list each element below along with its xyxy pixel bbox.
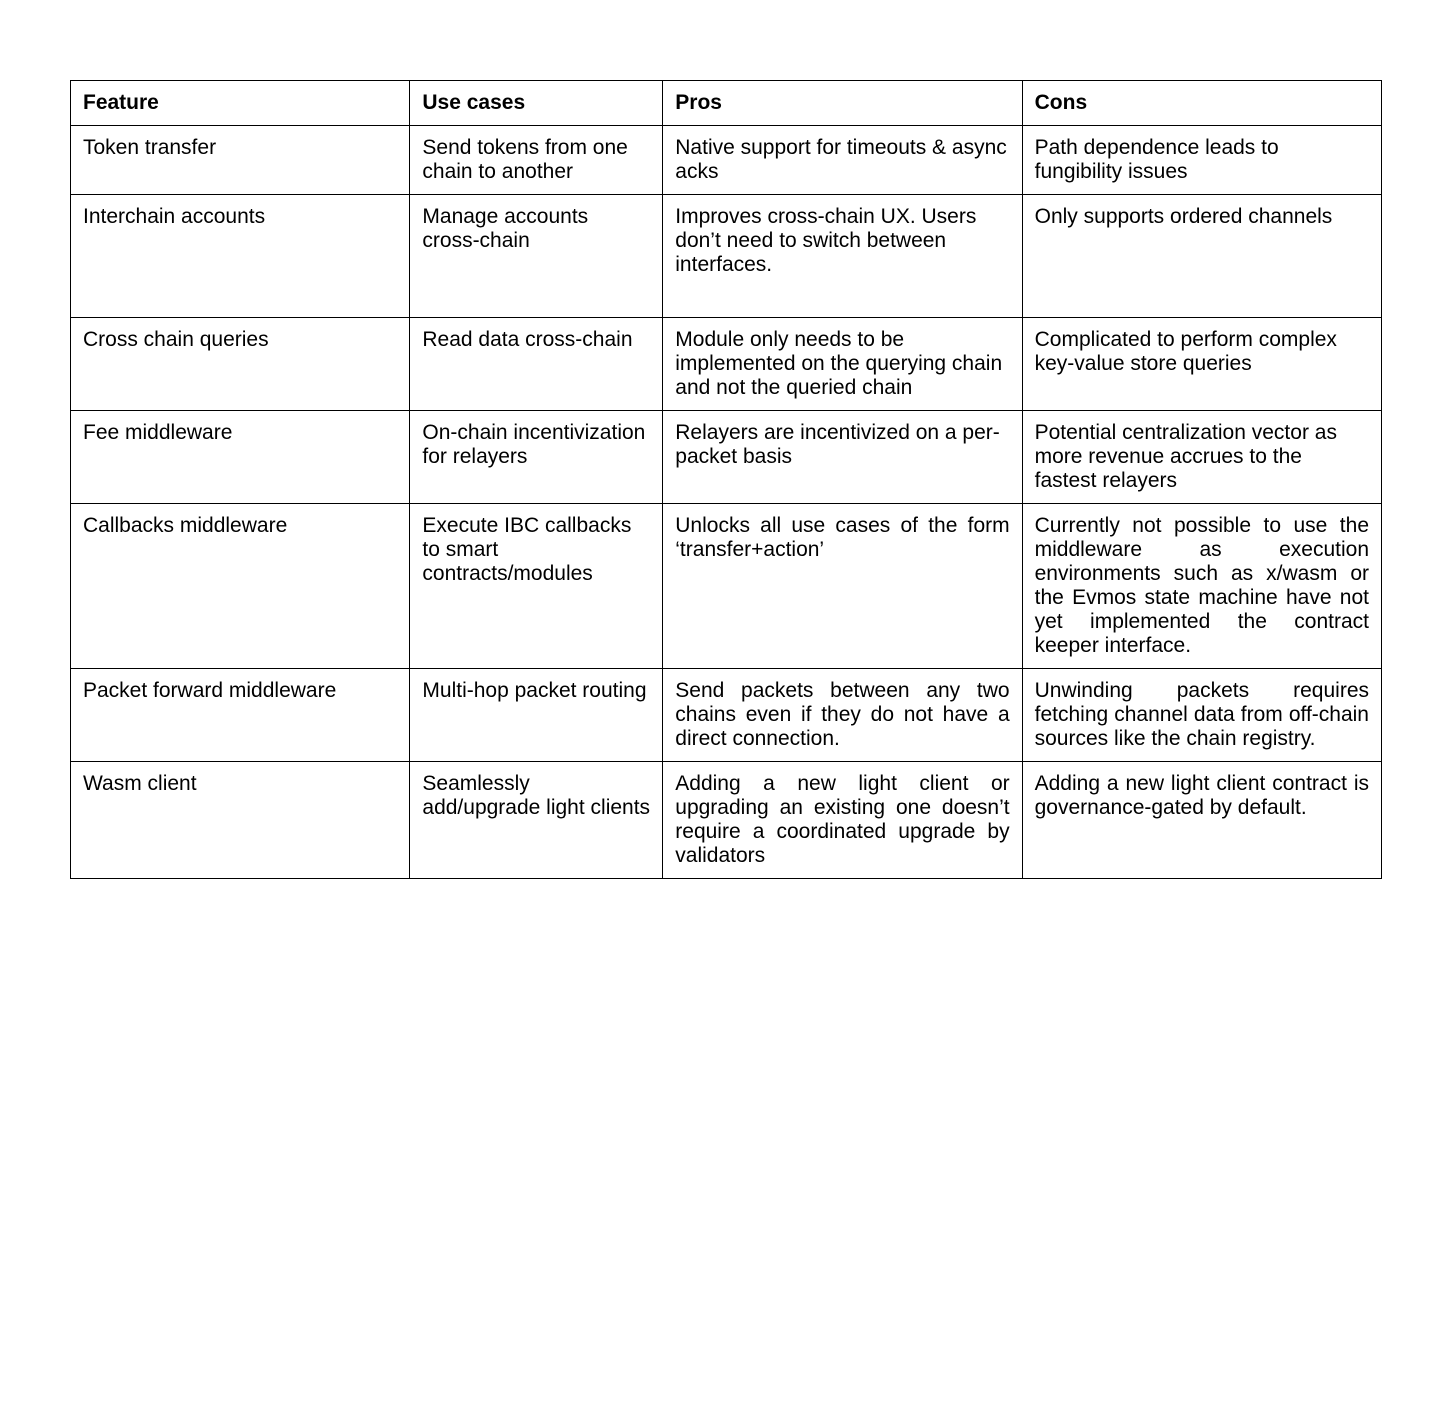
cell-feature: Callbacks middleware xyxy=(71,504,410,669)
cell-use-cases: Read data cross-chain xyxy=(410,318,663,411)
cell-cons: Path dependence leads to fungibility iss… xyxy=(1022,126,1381,195)
cell-pros: Unlocks all use cases of the form ‘trans… xyxy=(663,504,1022,669)
cell-feature: Wasm client xyxy=(71,762,410,879)
cell-feature: Fee middleware xyxy=(71,411,410,504)
header-cons: Cons xyxy=(1022,81,1381,126)
header-feature: Feature xyxy=(71,81,410,126)
header-pros: Pros xyxy=(663,81,1022,126)
cell-cons: Only supports ordered channels xyxy=(1022,195,1381,318)
cell-use-cases: On-chain incentivization for relayers xyxy=(410,411,663,504)
table-row: Wasm clientSeamlessly add/upgrade light … xyxy=(71,762,1382,879)
table-row: Fee middlewareOn-chain incentivization f… xyxy=(71,411,1382,504)
cell-use-cases: Manage accounts cross-chain xyxy=(410,195,663,318)
cell-cons: Adding a new light client contract is go… xyxy=(1022,762,1381,879)
cell-feature: Packet forward middleware xyxy=(71,669,410,762)
table-row: Cross chain queriesRead data cross-chain… xyxy=(71,318,1382,411)
table-row: Token transferSend tokens from one chain… xyxy=(71,126,1382,195)
cell-pros: Module only needs to be implemented on t… xyxy=(663,318,1022,411)
header-use-cases: Use cases xyxy=(410,81,663,126)
cell-pros: Send packets between any two chains even… xyxy=(663,669,1022,762)
cell-use-cases: Send tokens from one chain to another xyxy=(410,126,663,195)
feature-table: Feature Use cases Pros Cons Token transf… xyxy=(70,80,1382,879)
table-row: Packet forward middlewareMulti-hop packe… xyxy=(71,669,1382,762)
cell-feature: Cross chain queries xyxy=(71,318,410,411)
cell-pros: Improves cross-chain UX. Users don’t nee… xyxy=(663,195,1022,318)
cell-feature: Token transfer xyxy=(71,126,410,195)
cell-use-cases: Multi-hop packet routing xyxy=(410,669,663,762)
table-row: Callbacks middlewareExecute IBC callback… xyxy=(71,504,1382,669)
cell-cons: Potential centralization vector as more … xyxy=(1022,411,1381,504)
cell-pros: Relayers are incentivized on a per-packe… xyxy=(663,411,1022,504)
cell-use-cases: Execute IBC callbacks to smart contracts… xyxy=(410,504,663,669)
cell-cons: Complicated to perform complex key-value… xyxy=(1022,318,1381,411)
cell-pros: Native support for timeouts & async acks xyxy=(663,126,1022,195)
cell-use-cases: Seamlessly add/upgrade light clients xyxy=(410,762,663,879)
table-header-row: Feature Use cases Pros Cons xyxy=(71,81,1382,126)
cell-cons: Currently not possible to use the middle… xyxy=(1022,504,1381,669)
table-row: Interchain accountsManage accounts cross… xyxy=(71,195,1382,318)
cell-feature: Interchain accounts xyxy=(71,195,410,318)
cell-cons: Unwinding packets requires fetching chan… xyxy=(1022,669,1381,762)
cell-pros: Adding a new light client or upgrading a… xyxy=(663,762,1022,879)
